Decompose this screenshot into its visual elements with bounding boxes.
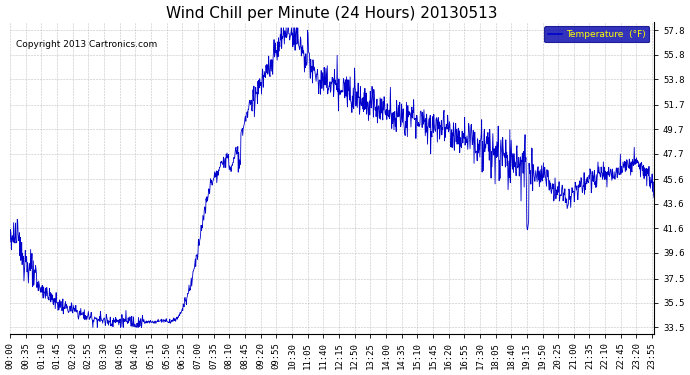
Legend: Temperature  (°F): Temperature (°F) <box>544 26 649 42</box>
Text: Copyright 2013 Cartronics.com: Copyright 2013 Cartronics.com <box>17 40 158 50</box>
Title: Wind Chill per Minute (24 Hours) 20130513: Wind Chill per Minute (24 Hours) 2013051… <box>166 6 497 21</box>
